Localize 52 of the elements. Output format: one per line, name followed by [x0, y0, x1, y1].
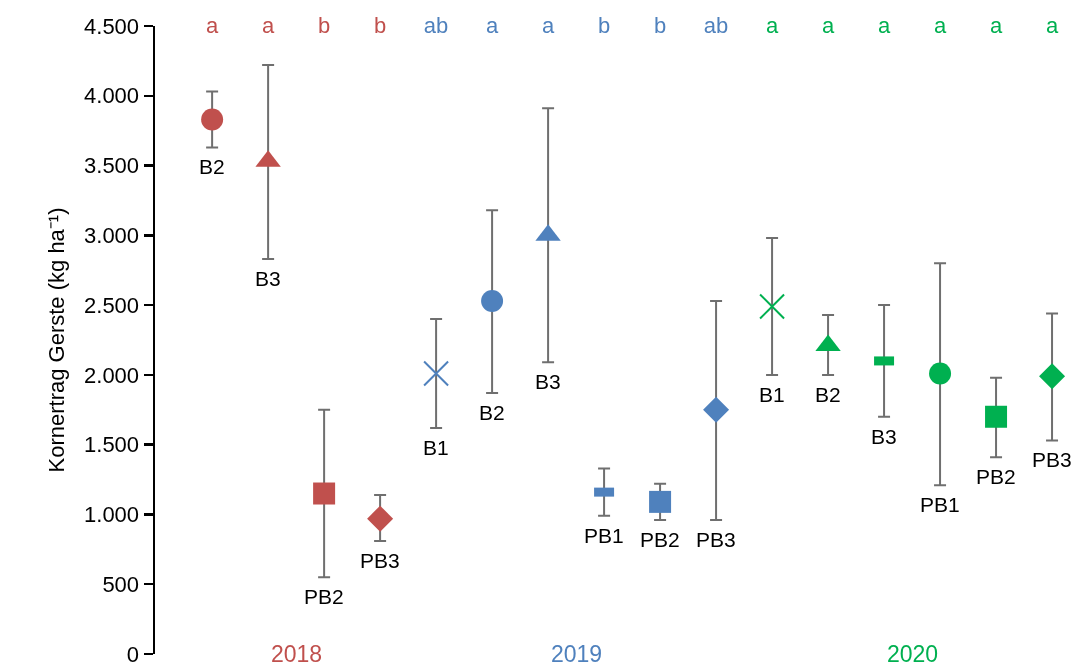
x-tick-label: b — [317, 12, 331, 38]
y-tick-label: 3.500 — [84, 153, 140, 179]
point — [649, 490, 672, 513]
point — [929, 362, 952, 385]
x-tick-label: a — [821, 12, 835, 38]
point — [985, 405, 1008, 428]
y-tick-label: 4.500 — [84, 13, 140, 39]
x-tick-label: b — [597, 12, 611, 38]
x-tick-label: a — [261, 12, 275, 38]
y-tick-label: 2.000 — [84, 362, 140, 388]
y-tick-label: 1.000 — [84, 502, 140, 528]
x-tick-label: a — [989, 12, 1003, 38]
annotation: PB2 — [304, 585, 344, 608]
y-tick-label: 3.000 — [84, 223, 140, 249]
annotation: PB3 — [360, 549, 400, 572]
annotation: B3 — [871, 425, 897, 448]
text: 2019 — [551, 641, 603, 667]
annotation: PB2 — [640, 528, 680, 551]
annotation: PB3 — [696, 528, 736, 551]
x-tick-label: a — [765, 12, 779, 38]
x-tick-label: b — [373, 12, 387, 38]
annotation: PB3 — [1032, 448, 1072, 471]
y-tick-label: 2.500 — [84, 292, 140, 318]
x-tick-label: a — [541, 12, 555, 38]
point — [481, 289, 504, 312]
annotation: B1 — [759, 383, 785, 406]
y-tick-label: 0 — [126, 641, 140, 667]
x-tick-label: b — [653, 12, 667, 38]
x-tick-label: ab — [703, 12, 729, 38]
annotation: B2 — [199, 155, 225, 178]
annotation: B1 — [423, 436, 449, 459]
annotation: PB2 — [976, 465, 1016, 488]
x-tick-label: a — [1045, 12, 1059, 38]
y-axis-title: Kornertrag Gerste (kg ha⁻¹) — [43, 207, 69, 473]
annotation: PB1 — [584, 524, 624, 547]
annotation: B2 — [479, 401, 505, 424]
annotation: B2 — [815, 383, 841, 406]
text: 2018 — [271, 641, 323, 667]
y-tick-label: 4.000 — [84, 83, 140, 109]
x-tick-label: a — [877, 12, 891, 38]
y-tick-label: 1.500 — [84, 432, 140, 458]
annotation: PB1 — [920, 493, 960, 516]
x-tick-label: ab — [423, 12, 449, 38]
annotation: B3 — [255, 267, 281, 290]
point — [313, 482, 336, 505]
x-tick-label: a — [205, 12, 219, 38]
annotation: B3 — [535, 370, 561, 393]
x-tick-label: a — [933, 12, 947, 38]
text: 2020 — [887, 641, 939, 667]
point — [201, 108, 224, 131]
y-tick-label: 500 — [102, 571, 140, 597]
x-tick-label: a — [485, 12, 499, 38]
